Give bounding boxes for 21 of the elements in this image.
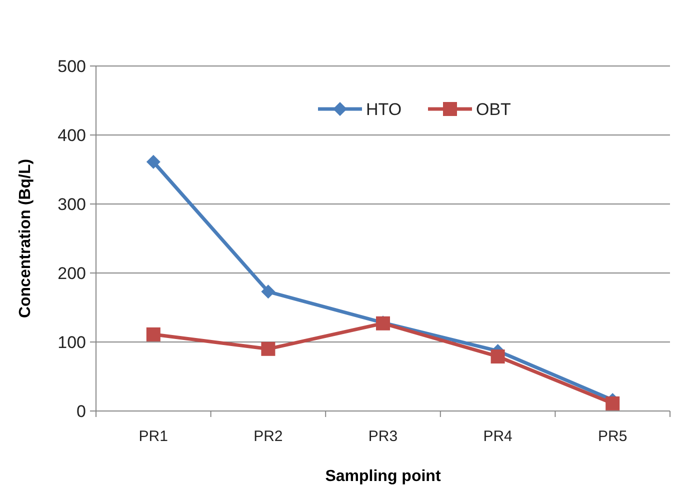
x-axis-title: Sampling point — [325, 468, 442, 485]
point — [146, 327, 160, 342]
y-tick-label: 0 — [76, 402, 86, 421]
x-tick-label: PR3 — [368, 428, 398, 445]
y-axis-title: Concentration (Bq/L) — [17, 158, 34, 318]
x-tick-label: PR5 — [598, 428, 628, 445]
y-tick-label: 200 — [58, 264, 86, 283]
y-tick-label: 100 — [58, 332, 86, 352]
x-tick-label: PR1 — [138, 428, 168, 445]
x-tick-label: PR2 — [254, 428, 283, 445]
point — [606, 396, 620, 410]
legend-label: HTO — [366, 100, 402, 119]
y-tick-label: 400 — [58, 126, 86, 145]
x-tick-label: PR4 — [483, 428, 512, 445]
point — [490, 349, 505, 364]
legend-label: OBT — [476, 100, 511, 119]
point — [261, 284, 276, 299]
point — [261, 342, 276, 356]
point — [146, 154, 160, 169]
y-tick-label: 300 — [58, 194, 86, 214]
y-tick-label: 500 — [58, 56, 86, 76]
